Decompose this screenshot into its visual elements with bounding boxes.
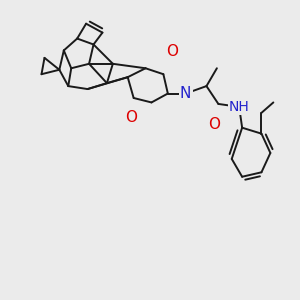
Text: N: N: [180, 86, 191, 101]
Text: NH: NH: [229, 100, 250, 114]
Text: O: O: [125, 110, 137, 125]
Text: O: O: [166, 44, 178, 59]
Text: O: O: [208, 117, 220, 132]
